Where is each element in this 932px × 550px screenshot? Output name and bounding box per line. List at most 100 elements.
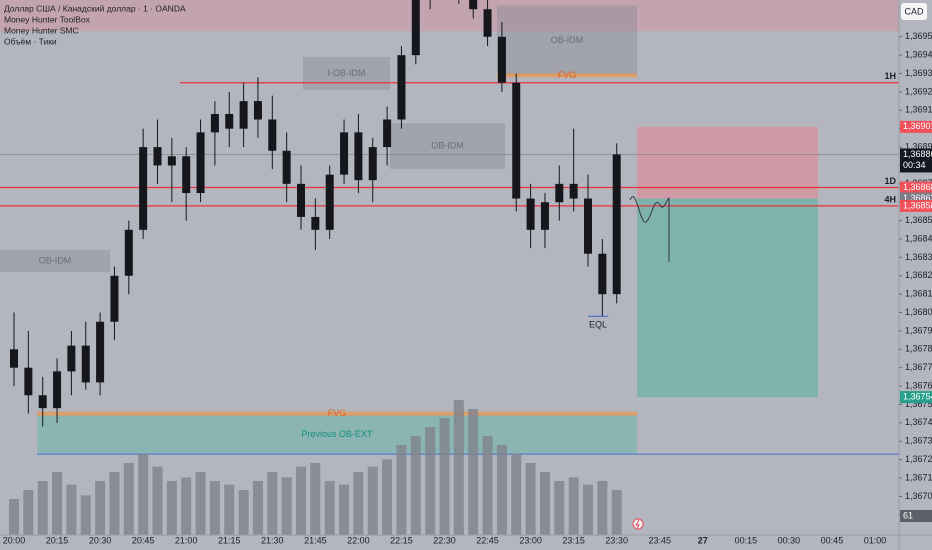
fvg-label: FVG (558, 70, 577, 80)
y-tick-label: 1,36910 (905, 105, 932, 115)
candle-body (225, 113, 234, 129)
candle-body (383, 119, 392, 148)
currency-label[interactable]: CAD (904, 6, 924, 16)
x-tick-label: 20:00 (3, 535, 26, 545)
x-tick-label: 21:45 (304, 535, 327, 545)
y-tick-label: 1,36770 (905, 362, 932, 372)
volume-bar (568, 477, 579, 535)
candle-body (110, 275, 119, 322)
candle-body (297, 183, 305, 217)
price-tag (900, 181, 932, 194)
x-tick-label: 27 (698, 535, 708, 545)
stop-zone (637, 126, 818, 199)
candle-body (512, 82, 521, 199)
countdown: 00:34 (903, 160, 926, 170)
zone (497, 5, 637, 76)
volume-bar (123, 463, 134, 535)
x-tick-label: 20:45 (132, 535, 155, 545)
y-tick-label: 1,36840 (905, 233, 932, 243)
price-tag-label: 1,36858 (903, 200, 932, 210)
y-tick-label: 1,36810 (905, 289, 932, 299)
volume-tag-label: 61 (903, 510, 913, 520)
candle-body (411, 0, 420, 56)
x-tick-label: 23:45 (648, 535, 671, 545)
volume-bar (152, 466, 163, 535)
zone-label: OB-IDM (39, 255, 72, 265)
y-tick-label: 1,36760 (905, 380, 932, 390)
y-tick-label: 1,36700 (905, 491, 932, 501)
candle-body (555, 183, 564, 203)
volume-bar (224, 484, 235, 535)
volume-bar (267, 472, 278, 535)
candle-body (397, 55, 406, 120)
zone (390, 123, 505, 170)
level-label: 1H (884, 71, 896, 81)
zone-label: OB-IDM (551, 35, 584, 45)
volume-bar (496, 445, 507, 535)
x-tick-label: 22:45 (476, 535, 499, 545)
replay-icon[interactable] (632, 518, 644, 530)
candle-body (268, 119, 277, 151)
x-tick-label: 23:30 (605, 535, 628, 545)
volume-bar (410, 436, 421, 535)
zone (37, 415, 637, 455)
y-tick-label: 1,36830 (905, 252, 932, 262)
volume-bar (425, 427, 436, 535)
volume-bar (511, 454, 522, 535)
fvg-band (37, 411, 637, 416)
price-tag-label: 1,36886 (903, 149, 932, 159)
volume-bar (310, 463, 321, 535)
volume-bar (95, 481, 106, 535)
candle-body (196, 132, 205, 194)
x-tick-label: 01:00 (864, 535, 887, 545)
eql-label: EQL (589, 320, 607, 330)
volume-bar (468, 409, 479, 535)
candle-body (354, 132, 363, 181)
currency-button[interactable] (901, 3, 927, 20)
symbol-title: Доллар США / Канадский доллар · 1 · OAND… (4, 3, 186, 13)
volume-bar (296, 466, 306, 535)
candle-body (210, 113, 219, 133)
volume-bar (396, 445, 407, 535)
candle-body (53, 371, 62, 409)
zone-label: I-OB-IDM (328, 68, 366, 78)
x-tick-label: 22:30 (433, 535, 456, 545)
y-tick-label: 1,36790 (905, 325, 932, 335)
level-label: 4H (884, 194, 896, 204)
volume-bar (281, 477, 292, 535)
fvg-label: FVG (328, 408, 347, 418)
price-tag (900, 199, 932, 212)
volume-bar (439, 418, 450, 535)
candle-body (81, 345, 90, 383)
volume-bar (539, 472, 550, 535)
volume-bar (80, 495, 91, 535)
candle-body (569, 183, 578, 199)
candle-body (96, 321, 105, 383)
volume-bar (181, 477, 192, 535)
volume-bar (109, 472, 120, 535)
candle-body (612, 154, 621, 295)
volume-bar (138, 454, 149, 535)
candle-body (167, 156, 176, 166)
volume-bar (209, 481, 220, 535)
price-tag (900, 120, 932, 133)
candle-body (24, 367, 33, 396)
replay-glyph (635, 519, 640, 529)
zone (0, 0, 899, 32)
candle-body (469, 0, 478, 10)
candle-body (253, 101, 262, 120)
candle-body (526, 198, 535, 230)
volume-bar (339, 484, 350, 535)
y-tick-label: 1,36940 (905, 50, 932, 60)
candle-body (584, 198, 592, 254)
candle-body (311, 216, 320, 230)
price-tag (900, 148, 932, 173)
volume-tag (900, 510, 932, 522)
plot: OB-IDM I-OB-IDM OB-IDM OB-IDM Previous OB-EX… (0, 0, 899, 535)
candle-body (124, 229, 133, 276)
zone-label: Previous OB-EXT (301, 429, 373, 439)
projection (629, 196, 670, 262)
volume-bar (482, 436, 493, 535)
price-tag-label: 1,36868 (903, 182, 932, 192)
